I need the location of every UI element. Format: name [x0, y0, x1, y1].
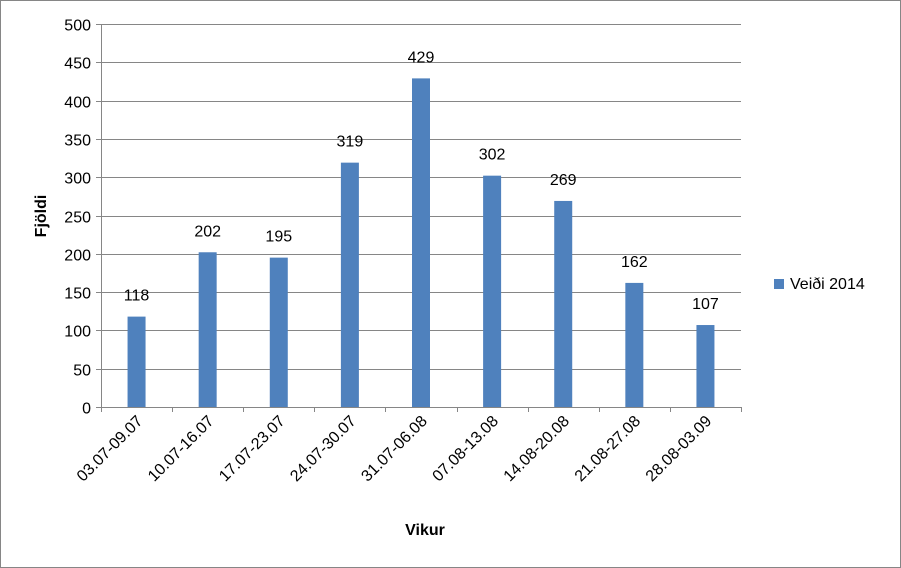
bar — [127, 316, 146, 407]
data-label: 302 — [479, 147, 506, 164]
y-tick-label: 150 — [64, 286, 91, 303]
legend-label: Veiði 2014 — [790, 276, 865, 293]
y-tick-label: 500 — [64, 18, 91, 35]
bar — [269, 257, 288, 407]
y-axis-title: Fjöldi — [33, 195, 50, 238]
x-tick-label: 17.07-23.07 — [216, 413, 288, 485]
x-axis-title: Vikur — [405, 522, 445, 539]
bar — [483, 175, 502, 407]
y-tick-label: 250 — [64, 210, 91, 227]
x-axis-ticks: 03.07-09.0710.07-16.0717.07-23.0724.07-3… — [74, 413, 715, 485]
data-label: 429 — [408, 49, 435, 66]
y-tick-label: 400 — [64, 95, 91, 112]
bar — [198, 252, 217, 407]
legend-swatch — [774, 279, 784, 289]
bars — [127, 78, 715, 408]
data-label: 118 — [124, 288, 150, 305]
bar — [412, 78, 430, 408]
x-tick-label: 31.07-06.08 — [358, 413, 430, 485]
data-label: 269 — [550, 172, 577, 189]
y-tick-label: 450 — [64, 56, 91, 73]
x-axis — [101, 407, 742, 412]
bar — [625, 282, 644, 407]
data-labels: 118 202 195 319 429 302 269 162 107 — [124, 49, 719, 313]
y-tick-label: 50 — [73, 363, 91, 380]
data-label: 162 — [621, 254, 648, 271]
y-axis-ticks: 0 50 100 150 200 250 300 350 400 450 500 — [64, 18, 91, 418]
x-tick-label: 24.07-30.07 — [287, 413, 359, 485]
bar — [340, 162, 359, 407]
y-tick-label: 350 — [64, 133, 91, 150]
y-tick-label: 0 — [82, 401, 91, 418]
x-tick-label: 03.07-09.07 — [74, 413, 146, 485]
data-label: 202 — [194, 223, 221, 240]
x-tick-label: 28.08-03.09 — [643, 413, 715, 485]
data-label: 107 — [692, 296, 719, 313]
bar — [554, 200, 573, 407]
bar — [696, 325, 715, 407]
data-label: 195 — [265, 229, 292, 246]
x-tick-label: 21.08-27.08 — [572, 413, 644, 485]
y-tick-label: 200 — [64, 248, 91, 265]
y-tick-label: 300 — [64, 171, 91, 188]
x-tick-label: 10.07-16.07 — [145, 413, 217, 485]
data-label: 319 — [337, 134, 364, 151]
x-tick-label: 07.08-13.08 — [430, 413, 502, 485]
x-tick-label: 14.08-20.08 — [501, 413, 573, 485]
y-tick-label: 100 — [64, 324, 91, 341]
legend: Veiði 2014 — [774, 276, 865, 293]
